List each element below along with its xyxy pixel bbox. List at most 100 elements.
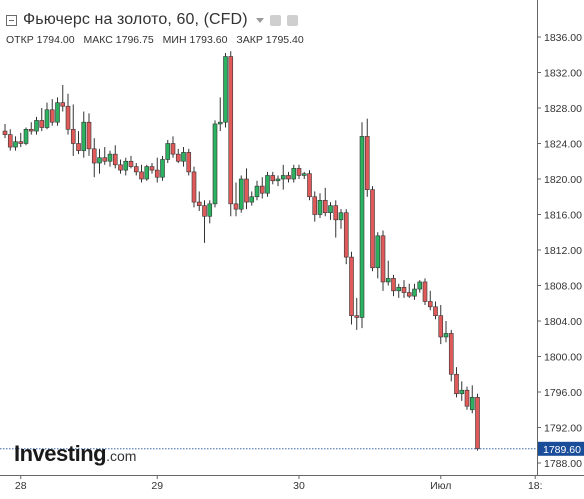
candle-body xyxy=(112,153,118,166)
candle xyxy=(28,122,34,135)
candle xyxy=(349,251,354,325)
candle xyxy=(438,305,444,345)
candle xyxy=(2,123,8,139)
candle-body xyxy=(380,235,386,283)
candle xyxy=(186,148,192,176)
candle xyxy=(301,171,307,179)
candle xyxy=(91,138,97,178)
candle xyxy=(175,148,181,164)
candle xyxy=(133,163,139,176)
x-tick-label: 18: xyxy=(528,480,543,492)
candle xyxy=(223,52,228,128)
candle-body xyxy=(259,185,265,194)
candle xyxy=(139,164,144,183)
y-tick-label: 1816.00 xyxy=(544,210,582,222)
candle xyxy=(343,209,349,265)
y-tick-label: 1804.00 xyxy=(544,316,582,328)
candle xyxy=(307,170,312,201)
candle xyxy=(18,132,24,148)
candle xyxy=(259,177,265,199)
candle-body xyxy=(49,109,55,123)
candle-body xyxy=(422,281,428,302)
candle-body xyxy=(170,143,176,155)
candle-body xyxy=(427,301,433,308)
candle-body xyxy=(417,281,423,290)
candle xyxy=(454,367,459,398)
candle xyxy=(391,274,396,297)
candle-body xyxy=(123,160,129,171)
candle-body xyxy=(149,166,155,171)
candle-body xyxy=(270,175,276,182)
candle xyxy=(312,191,318,222)
candle xyxy=(406,283,412,298)
candle-body xyxy=(301,173,307,176)
candle-body xyxy=(39,120,45,128)
candle-body xyxy=(212,123,218,205)
candle-body xyxy=(233,203,239,210)
candle-body xyxy=(370,189,375,269)
candle-body xyxy=(76,143,81,151)
candle-body xyxy=(280,175,286,180)
candle-body xyxy=(102,157,108,162)
y-tick-label: 1796.00 xyxy=(544,387,582,399)
candle xyxy=(128,155,134,169)
candle-body xyxy=(91,148,97,164)
y-tick-label: 1828.00 xyxy=(544,103,582,115)
candle-body xyxy=(286,175,291,180)
candle xyxy=(265,171,270,197)
candle-body xyxy=(349,256,354,316)
ohlc-open-label: ОТКР xyxy=(6,34,34,46)
candle xyxy=(359,122,365,329)
candle-body xyxy=(18,141,24,144)
candle-body xyxy=(296,168,302,176)
current-price-badge xyxy=(538,441,584,456)
candle-body xyxy=(196,201,202,206)
candle-body xyxy=(191,171,197,203)
candle-body xyxy=(359,136,365,318)
candle xyxy=(165,139,171,164)
candle-body xyxy=(139,171,144,180)
current-price-label: 1789.60 xyxy=(543,444,581,456)
candle-body xyxy=(343,212,349,258)
candle-body xyxy=(401,286,407,293)
candle xyxy=(370,186,375,272)
candle-body xyxy=(354,315,360,318)
candle xyxy=(81,111,87,158)
visibility-toggle-icon[interactable] xyxy=(269,14,281,26)
collapse-icon[interactable] xyxy=(6,14,17,26)
candle-body xyxy=(333,205,339,221)
investing-logo: Investing.com xyxy=(14,441,136,467)
candle-body xyxy=(448,333,454,375)
candle-body xyxy=(412,288,417,297)
candle xyxy=(238,175,244,213)
settings-icon[interactable] xyxy=(286,14,298,26)
logo-suffix: .com xyxy=(106,448,137,464)
candle xyxy=(286,171,291,183)
candle xyxy=(296,164,302,179)
candle-body xyxy=(454,373,459,395)
candle-body xyxy=(385,278,391,283)
candle-body xyxy=(433,306,438,316)
y-tick-label: 1788.00 xyxy=(544,458,582,470)
y-tick-label: 1836.00 xyxy=(544,32,582,44)
candle xyxy=(144,164,150,181)
y-tick-label: 1824.00 xyxy=(544,139,582,151)
candle xyxy=(280,164,286,190)
candle-body xyxy=(160,159,165,178)
candle xyxy=(86,113,92,156)
candle xyxy=(328,202,333,220)
candle xyxy=(385,260,391,286)
candle-body xyxy=(464,389,470,407)
candle xyxy=(212,120,218,208)
candle xyxy=(39,108,45,132)
candle-body xyxy=(391,278,396,292)
ohlc-close-value: 1795.40 xyxy=(265,34,304,46)
candle xyxy=(244,168,249,210)
candle xyxy=(254,180,260,201)
candle-body xyxy=(223,56,228,123)
candle xyxy=(181,147,186,167)
candle-body xyxy=(70,129,76,144)
chevron-down-icon[interactable] xyxy=(255,17,264,23)
